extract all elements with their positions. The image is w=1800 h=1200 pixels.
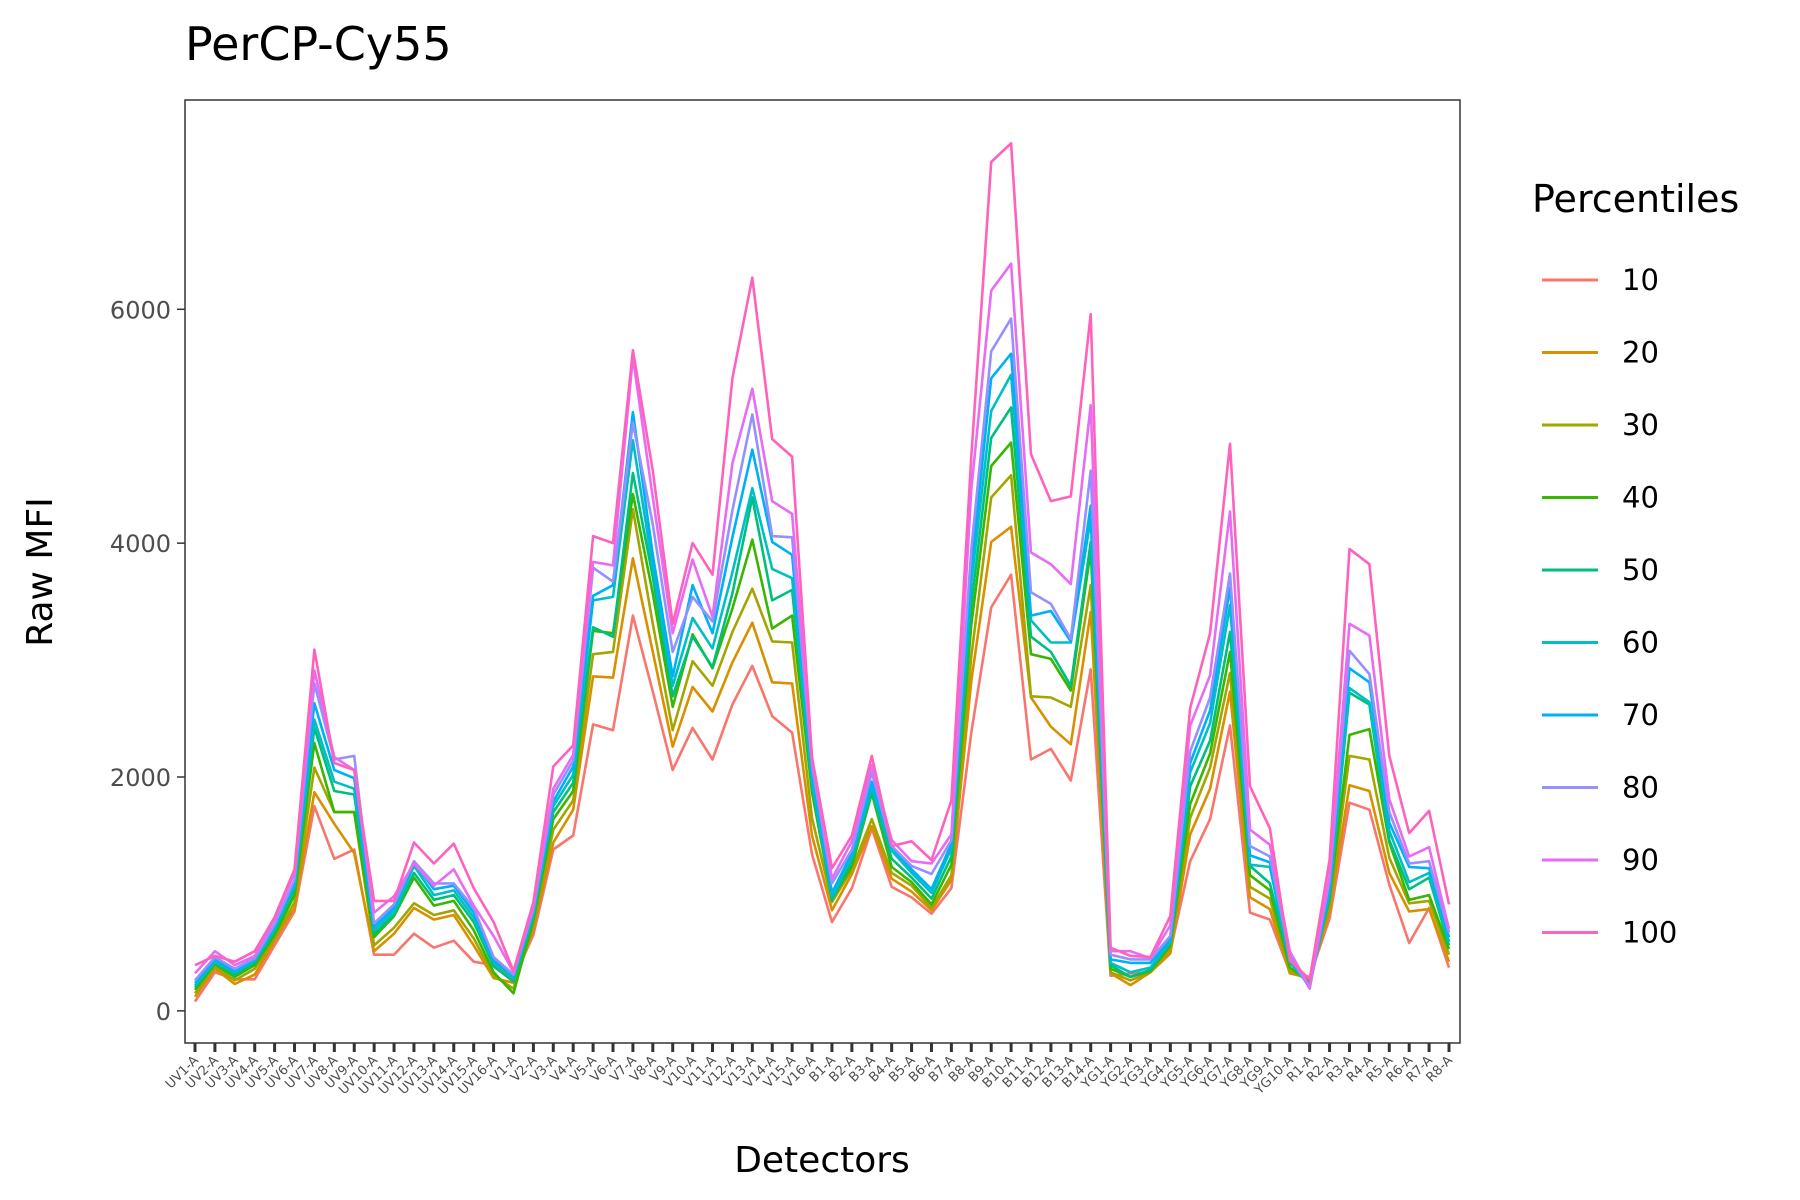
legend-key-10: 10 [1542,263,1659,297]
legend-key-80: 80 [1542,771,1659,805]
y-tick-label: 0 [156,998,171,1026]
legend-key-40: 40 [1542,481,1659,515]
x-axis-title: Detectors [734,1140,910,1181]
x-axis: UV1-AUV2-AUV3-AUV4-AUV5-AUV6-AUV7-AUV8-A… [163,1043,1456,1098]
legend-label: 50 [1622,553,1659,587]
legend-label: 60 [1622,626,1659,660]
legend-label: 30 [1622,408,1659,442]
legend-key-30: 30 [1542,408,1659,442]
legend-title: Percentiles [1532,177,1739,221]
series-line-30 [193,473,1451,995]
legend-label: 80 [1622,771,1659,805]
y-axis: 0 2000 4000 6000 [110,296,185,1026]
legend-label: 20 [1622,336,1659,370]
y-tick-label: 6000 [110,296,171,324]
y-tick-label: 4000 [110,530,171,558]
legend-label: 10 [1622,263,1659,297]
legend-label: 100 [1622,916,1677,950]
series-line-10 [193,573,1451,1003]
chart-title: PerCP-Cy55 [185,17,452,71]
legend-key-60: 60 [1542,626,1659,660]
legend-key-100: 100 [1542,916,1677,950]
y-axis-title: Raw MFI [20,497,61,647]
legend: Percentiles 10 20 30 40 50 60 70 80 90 100 [1532,177,1739,950]
legend-key-90: 90 [1542,843,1659,877]
legend-label: 70 [1622,698,1659,732]
legend-key-70: 70 [1542,698,1659,732]
legend-label: 90 [1622,843,1659,877]
legend-key-50: 50 [1542,553,1659,587]
series-line-100 [194,142,1451,981]
y-tick-label: 2000 [110,764,171,792]
series-lines [193,142,1451,1003]
legend-label: 40 [1622,481,1659,515]
series-line-20 [193,525,1451,998]
legend-key-20: 20 [1542,336,1659,370]
